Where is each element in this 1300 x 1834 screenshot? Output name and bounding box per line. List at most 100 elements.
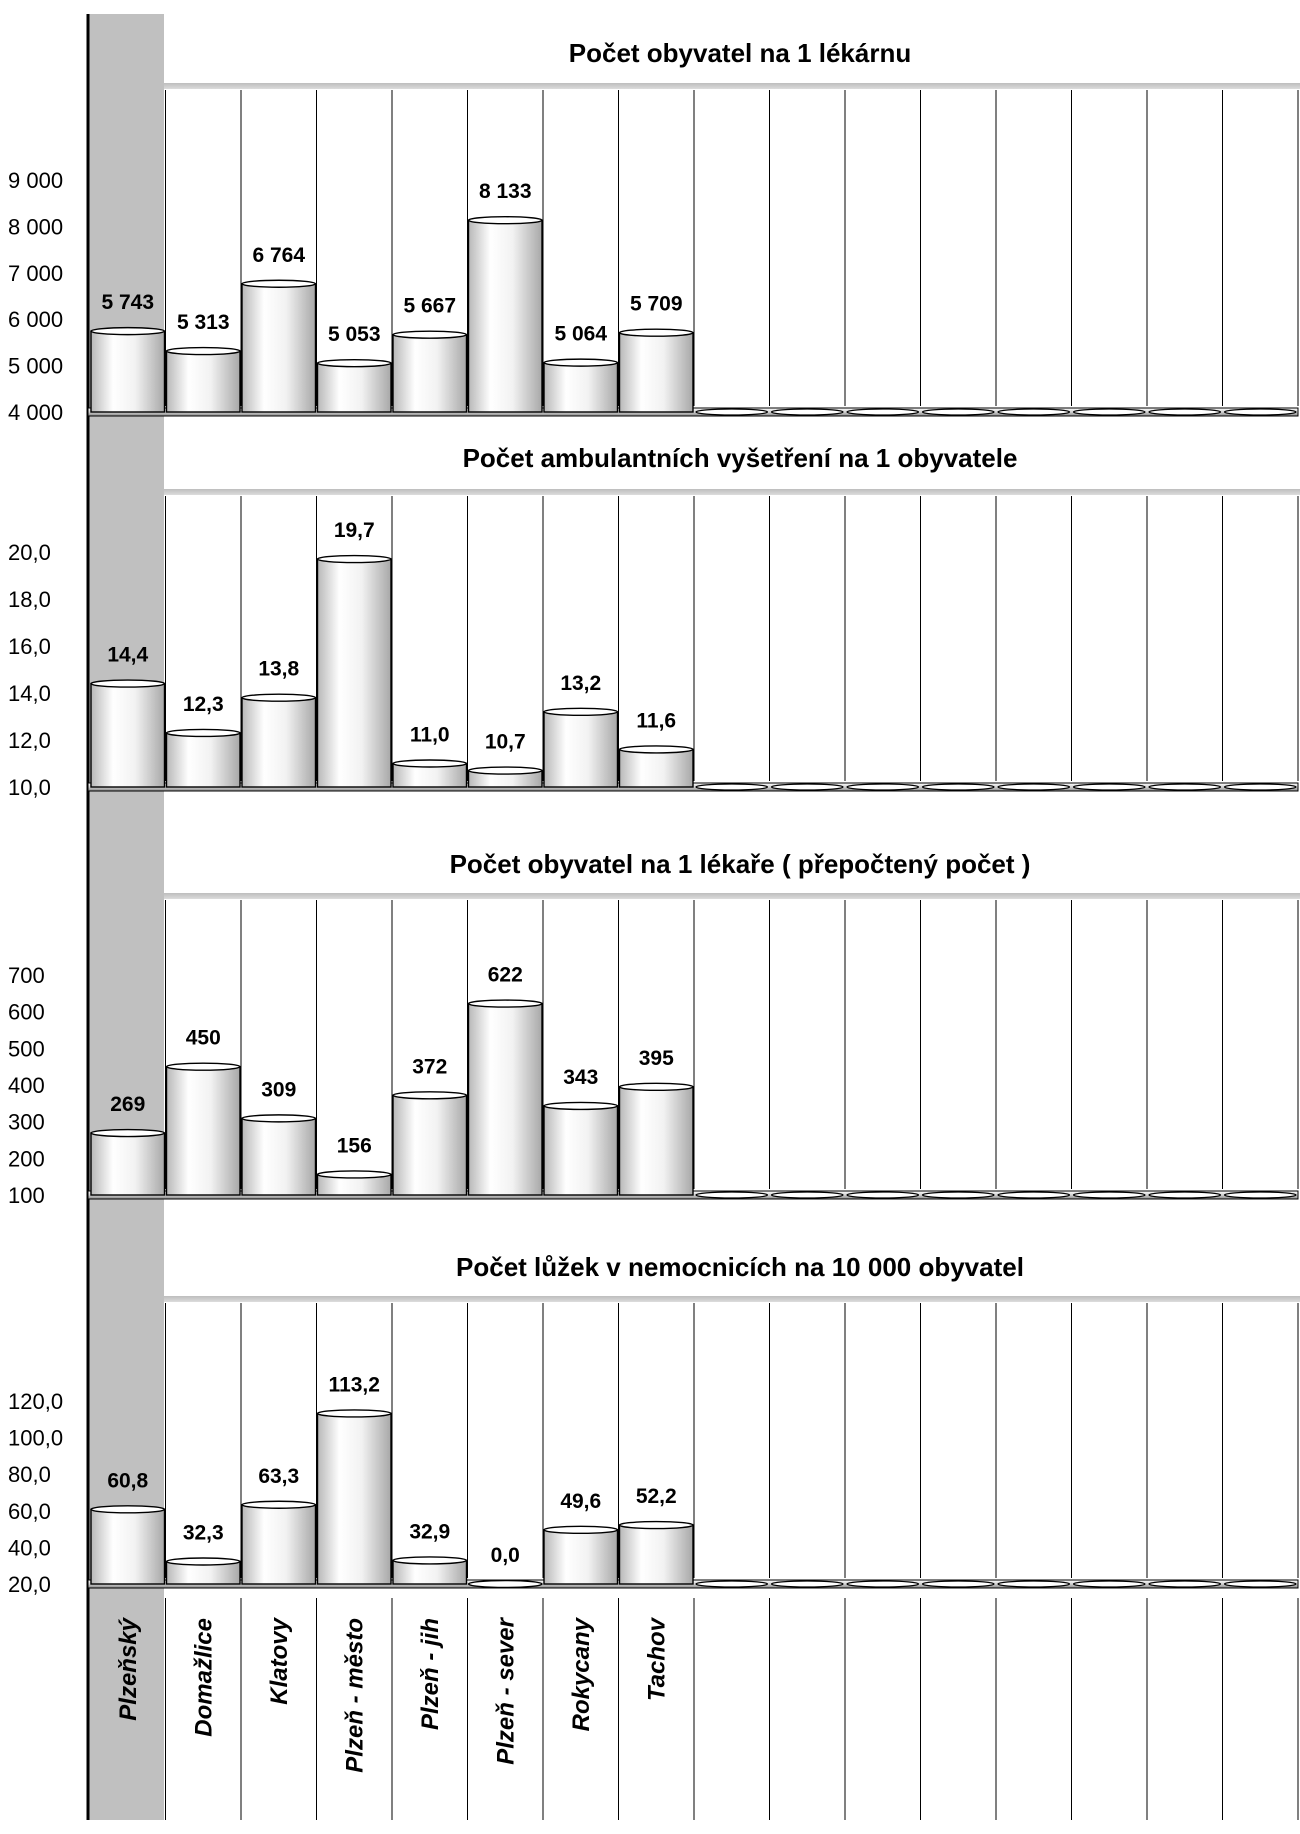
bar-cap <box>316 1409 392 1418</box>
bar-body <box>165 350 241 413</box>
bar-cap <box>543 707 619 716</box>
data-label: 5 053 <box>328 323 381 346</box>
chart-2-title: Počet ambulantních vyšetření na 1 obyvat… <box>463 443 1018 473</box>
data-label: 372 <box>412 1055 447 1078</box>
empty-slot-disc <box>1072 1191 1146 1199</box>
bar-body <box>241 1117 317 1196</box>
chart-2: 10,0 12,0 14,0 16,0 18,0 20,0 14,4 12,3 13,8 19,7… <box>8 489 1300 800</box>
bar: 113,2 <box>316 1373 392 1585</box>
bar-cap <box>392 759 468 768</box>
empty-slot-disc <box>846 408 920 416</box>
bar: 5 064 <box>543 323 619 413</box>
y-tick-label: 80,0 <box>8 1462 51 1487</box>
category-label: Tachov <box>643 1616 670 1701</box>
bar-body <box>392 333 468 413</box>
y-tick-label: 300 <box>8 1110 45 1135</box>
empty-slot-disc <box>695 408 769 416</box>
empty-slot-disc <box>921 1580 995 1588</box>
y-tick-label: 60,0 <box>8 1499 51 1524</box>
y-tick-label: 4 000 <box>8 400 63 425</box>
y-tick-label: 200 <box>8 1146 45 1171</box>
bar-body <box>467 219 543 413</box>
bar: 343 <box>543 1066 619 1196</box>
bar-cap <box>90 326 166 336</box>
data-label: 5 743 <box>101 291 154 314</box>
data-label: 52,2 <box>636 1485 677 1508</box>
data-label: 49,6 <box>560 1490 601 1513</box>
empty-slot-disc <box>1072 408 1146 416</box>
chart-1-title: Počet obyvatel na 1 lékárnu <box>569 38 911 68</box>
data-label: 5 313 <box>177 311 230 334</box>
title-band <box>164 489 1300 495</box>
data-label: 14,4 <box>107 644 148 667</box>
bar: 63,3 <box>241 1465 317 1585</box>
bar-cap <box>241 693 317 702</box>
y-tick-label: 400 <box>8 1073 45 1098</box>
empty-slot-disc <box>921 408 995 416</box>
data-label: 11,6 <box>636 709 676 732</box>
empty-slot-disc <box>695 783 769 791</box>
bar: 5 667 <box>392 295 468 413</box>
chart-4: 20,0 40,0 60,0 80,0 100,0 120,0 60,8 32,3 63,3 11… <box>8 1296 1300 1597</box>
empty-slot-disc <box>921 1191 995 1199</box>
data-label: 622 <box>488 964 523 987</box>
bar: 32,3 <box>165 1521 241 1585</box>
bar-cap <box>316 1170 392 1179</box>
y-tick-label: 14,0 <box>8 681 51 706</box>
empty-slot-disc <box>846 1191 920 1199</box>
y-tick-label: 20,0 <box>8 1572 51 1597</box>
data-label: 5 667 <box>403 295 456 318</box>
y-tick-label: 600 <box>8 1000 45 1025</box>
y-tick-label: 18,0 <box>8 587 51 612</box>
y-tick-label: 500 <box>8 1036 45 1061</box>
data-label: 11,0 <box>410 724 450 747</box>
bar: 12,3 <box>165 693 241 788</box>
empty-slot-disc <box>997 1580 1071 1588</box>
title-band <box>164 893 1300 899</box>
data-label: 32,9 <box>409 1520 450 1543</box>
bar-cap <box>467 1579 543 1589</box>
bar-body <box>165 1065 241 1196</box>
y-tick-label: 100,0 <box>8 1426 63 1451</box>
bar-cap <box>316 358 392 368</box>
chart-4-title: Počet lůžek v nemocnicích na 10 000 obyv… <box>456 1252 1024 1282</box>
bar-cap <box>90 1505 166 1514</box>
bar: 372 <box>392 1055 468 1196</box>
data-label: 113,2 <box>329 1373 380 1396</box>
bar-cap <box>241 279 317 288</box>
bar-cap <box>165 346 241 356</box>
bar: 5 313 <box>165 311 241 413</box>
bar: 269 <box>90 1093 166 1196</box>
chart-3-title: Počet obyvatel na 1 lékaře ( přepočtený … <box>450 849 1031 879</box>
data-label: 6 764 <box>252 244 305 267</box>
category-label: Rokycany <box>568 1616 595 1731</box>
bar: 156 <box>316 1134 392 1196</box>
bar-body <box>316 558 392 788</box>
bar-body <box>543 711 619 788</box>
bar-body <box>543 1105 619 1196</box>
title-band <box>164 1296 1300 1302</box>
y-tick-label: 7 000 <box>8 261 63 286</box>
data-label: 0,0 <box>491 1544 520 1567</box>
bar: 309 <box>241 1078 317 1196</box>
empty-slot-disc <box>997 408 1071 416</box>
bar: 13,2 <box>543 672 619 788</box>
bar-cap <box>392 330 468 339</box>
data-label: 395 <box>639 1047 674 1070</box>
chart-1: 4 000 5 000 6 000 7 000 8 000 9 000 5 743 5 313… <box>8 83 1300 425</box>
data-label: 156 <box>337 1134 372 1157</box>
data-label: 10,7 <box>485 731 526 754</box>
empty-slot-disc <box>1148 783 1222 791</box>
data-label: 5 709 <box>630 293 683 316</box>
bar-body <box>618 1086 694 1196</box>
bar: 450 <box>165 1027 241 1196</box>
bar-body <box>241 697 317 788</box>
empty-slot-disc <box>1072 783 1146 791</box>
category-label: Plzeňský <box>115 1616 142 1720</box>
data-label: 32,3 <box>183 1521 224 1544</box>
category-label: Plzeň - město <box>341 1618 368 1773</box>
empty-slot-disc <box>846 1580 920 1588</box>
bar: 32,9 <box>392 1520 468 1585</box>
